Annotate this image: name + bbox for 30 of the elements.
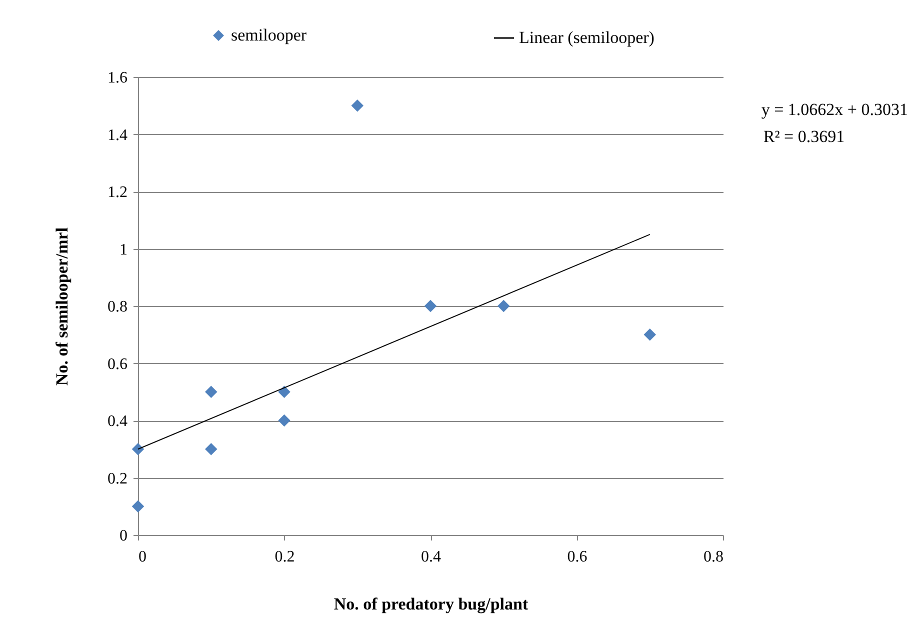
y-axis-title: No. of semilooper/mrl [52, 227, 72, 386]
legend-label: Linear (semilooper) [519, 28, 654, 47]
point [205, 386, 218, 398]
point [205, 443, 218, 456]
y-tick-label: 0.2 [108, 470, 128, 488]
point [132, 443, 144, 456]
point [132, 500, 144, 512]
y-tick-label: 0.8 [108, 298, 128, 316]
x-axis-title: No. of predatory bug/plant [334, 594, 528, 614]
y-tick-label: 1.2 [108, 184, 128, 201]
x-tick-label: 0 [138, 548, 146, 566]
x-tick-label: 0.2 [274, 548, 295, 566]
point [498, 300, 510, 312]
x-tick-label: 0.8 [704, 548, 724, 566]
x-tick-label: 0.4 [421, 548, 441, 566]
y-tick-label: 1 [120, 241, 128, 258]
y-tick-label: 1.6 [108, 70, 128, 86]
point [351, 100, 364, 112]
text: R² = 0.3691 [763, 127, 845, 146]
x-tick-label: 0.6 [567, 548, 588, 566]
y-tick-label: 0 [120, 528, 128, 544]
text: y = 1.0662x + 0.3031 [761, 100, 907, 119]
point [278, 386, 290, 398]
legend-label: semilooper [231, 26, 307, 44]
y-tick-label: 0.4 [108, 413, 128, 430]
point [644, 328, 656, 341]
point [424, 300, 437, 312]
y-tick-label: 1.4 [108, 126, 128, 144]
point [278, 414, 290, 427]
y-tick-label: 0.6 [108, 356, 128, 373]
